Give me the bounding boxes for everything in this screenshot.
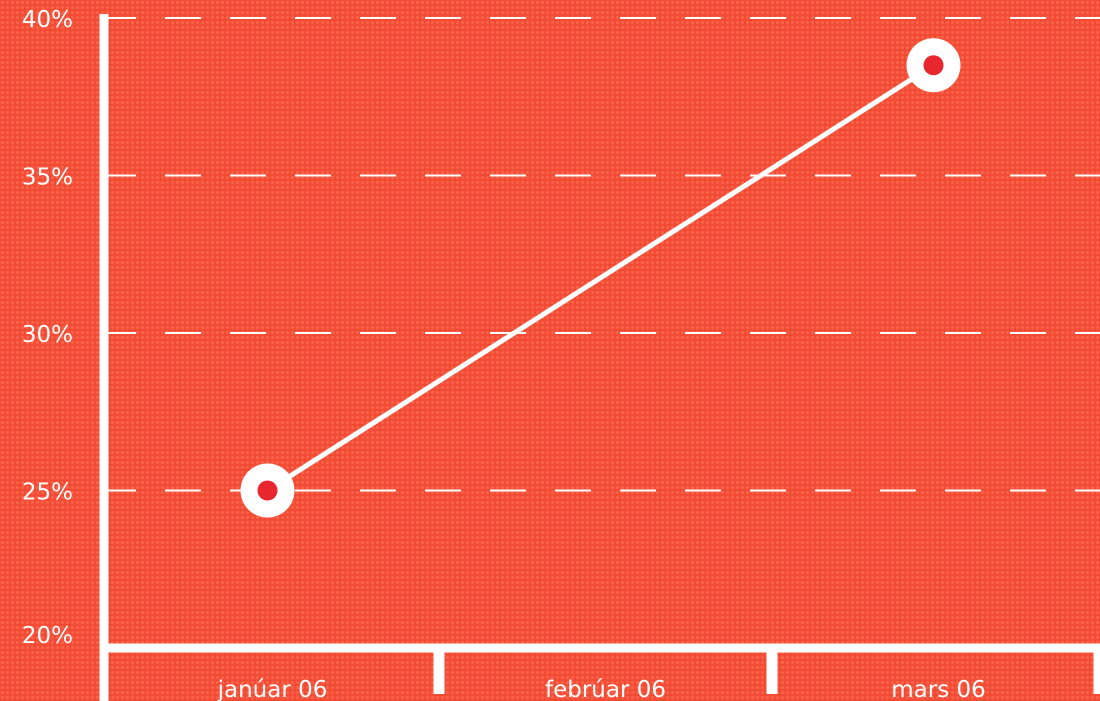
data-point-center [257, 480, 278, 501]
axis-layer [99, 14, 1100, 701]
series-line [266, 63, 935, 493]
data-point-center [923, 55, 944, 76]
x-tick-label: mars 06 [891, 677, 986, 701]
y-tick-label: 30% [22, 322, 73, 348]
x-tick-label: febrúar 06 [545, 677, 666, 701]
series-layer [240, 38, 961, 518]
y-tick-label: 40% [22, 7, 73, 33]
x-tick-label: janúar 06 [217, 677, 328, 701]
y-tick-label: 25% [22, 480, 73, 506]
y-tick-label: 20% [22, 623, 73, 649]
y-tick-label: 35% [22, 165, 73, 191]
grid-layer [100, 17, 1100, 492]
label-layer: 20% 25% 30% 35% 40% janúar 06 febrúar 06 mars 0… [22, 7, 986, 701]
